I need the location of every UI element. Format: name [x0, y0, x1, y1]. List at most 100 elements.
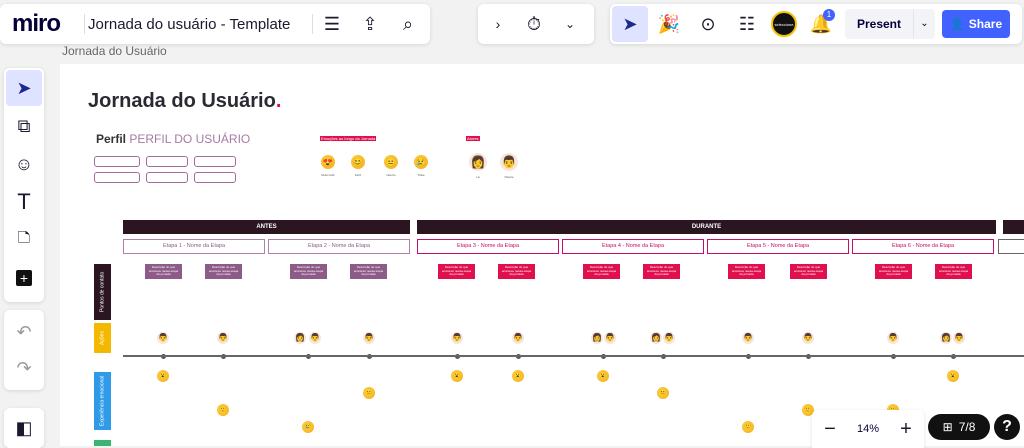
actor-avatar: 👨 — [217, 332, 229, 344]
row-label-next — [94, 440, 111, 446]
user-avatar[interactable]: seleccione — [771, 11, 797, 37]
help-button[interactable]: ? — [994, 414, 1020, 440]
emotion-point: 🙂 — [742, 421, 754, 433]
emotion-point: 😮 — [451, 370, 463, 382]
timeline-line — [123, 355, 1024, 357]
bell-icon[interactable]: 🔔 1 — [803, 6, 839, 42]
profile-field[interactable] — [194, 156, 236, 167]
top-center-bar: › ⏱ ⌄ — [478, 4, 594, 44]
shapes-tool-icon[interactable]: ⧉ — [17, 115, 31, 136]
emotion-point: 😮 — [597, 370, 609, 382]
profile-heading: Perfil PERFIL DO USUÁRIO — [96, 132, 251, 146]
emotion-label: Triste — [417, 173, 425, 177]
row-label: Pontos de contato — [94, 264, 111, 320]
profile-field[interactable] — [94, 172, 140, 183]
touchpoint-card[interactable]: Descrição do que acontece nessa etapa da… — [438, 264, 475, 279]
stage-box[interactable]: Etapa 1 - Nome da Etapa — [123, 239, 265, 254]
touchpoint-card[interactable]: Descrição do que acontece nessa etapa da… — [205, 264, 242, 279]
row-label: Ações — [94, 323, 111, 353]
phase-header: DURANTE — [417, 220, 996, 234]
celebrate-icon[interactable]: 🎉 — [657, 13, 681, 34]
zoom-level[interactable]: 14% — [856, 423, 880, 435]
left-toolbar: ➤ ⧉ ☺ T 🗅 + — [4, 68, 44, 302]
actor-avatar: 👨 — [309, 332, 321, 344]
sticker-tool-icon[interactable]: ☺ — [14, 153, 34, 174]
touchpoint-card[interactable]: Descrição do que acontece nessa etapa da… — [790, 264, 827, 279]
timer-icon[interactable]: ⏱ — [526, 13, 542, 34]
cursor-select-icon[interactable]: ➤ — [612, 6, 648, 42]
phase-header: ANTES — [123, 220, 410, 234]
emotions-header: Emoções ao longo da Jornada — [320, 136, 377, 141]
zoom-out-button[interactable]: − — [824, 417, 836, 440]
touchpoint-card[interactable]: Descrição do que acontece nessa etapa da… — [290, 264, 327, 279]
stage-box[interactable]: Etapa 3 - Nome da Etapa — [417, 239, 559, 254]
touchpoint-card[interactable]: Descrição do que acontece nessa etapa da… — [498, 264, 535, 279]
comment-icon[interactable]: ☷ — [738, 13, 756, 34]
actor-avatar: 👨 — [512, 332, 524, 344]
text-tool-icon[interactable]: T — [17, 189, 31, 214]
sidebar-panel-icon: ◧ — [15, 417, 33, 438]
page-title: Jornada do Usuário. — [88, 90, 282, 112]
emotion-point: 🙂 — [217, 404, 229, 416]
touchpoint-card[interactable]: Descrição do que acontece nessa etapa da… — [583, 264, 620, 279]
upload-icon[interactable]: ⇪ — [362, 13, 378, 34]
redo-icon[interactable]: ↷ — [16, 357, 32, 378]
row-label: Experiência emocional — [94, 372, 111, 430]
frames-icon: ⊞ — [942, 420, 953, 434]
focus-icon[interactable]: ⊙ — [700, 13, 716, 34]
emotion-icon: 😊 — [351, 155, 365, 169]
actor-avatar: 👨 — [742, 332, 754, 344]
touchpoint-card[interactable]: Descrição do que acontece nessa etapa da… — [935, 264, 972, 279]
present-button[interactable]: Present — [845, 9, 913, 39]
board-title[interactable]: Jornada do usuário - Template — [88, 15, 291, 33]
actor-avatar: 👩 — [469, 153, 487, 171]
menu-icon[interactable]: ☰ — [323, 13, 341, 34]
emotion-icon: 😍 — [321, 155, 335, 169]
top-right-bar: ➤ 🎉 ⊙ ☷ seleccione 🔔 1 Present ⌄ 👤 Share — [610, 4, 1022, 44]
profile-field[interactable] — [194, 172, 236, 183]
emotion-point: 🙂 — [802, 404, 814, 416]
actor-avatar: 👨 — [887, 332, 899, 344]
touchpoint-card[interactable]: Descrição do que acontece nessa etapa da… — [643, 264, 680, 279]
chevron-right-icon[interactable]: › — [495, 16, 501, 32]
search-icon[interactable]: ⌕ — [402, 13, 414, 34]
zoom-in-button[interactable]: + — [900, 417, 912, 440]
stage-box[interactable]: Etapa 6 - Nome da Etapa — [852, 239, 994, 254]
top-left-bar: miro Jornada do usuário - Template ☰ ⇪ ⌕ — [0, 4, 430, 44]
touchpoint-card[interactable]: Descrição do que acontece nessa etapa da… — [728, 264, 765, 279]
touchpoint-card[interactable]: Descrição do que acontece nessa etapa da… — [875, 264, 912, 279]
touchpoint-card[interactable]: Descrição do que acontece nessa etapa da… — [350, 264, 387, 279]
emotion-label: Neutro — [386, 173, 396, 177]
emotion-point: 😮 — [512, 370, 524, 382]
actor-avatar: 👩 — [591, 332, 603, 344]
present-dropdown[interactable]: ⌄ — [913, 9, 935, 39]
stage-box[interactable]: Etapa 4 - Nome da Etapa — [562, 239, 704, 254]
stage-box[interactable] — [998, 239, 1024, 254]
add-more-icon[interactable]: + — [6, 260, 42, 296]
canvas[interactable] — [60, 64, 1024, 446]
emotion-label: Feliz — [354, 173, 362, 177]
actor-avatar: 👩 — [940, 332, 952, 344]
profile-field[interactable] — [94, 156, 140, 167]
chevrons-down-icon[interactable]: ⌄ — [564, 17, 576, 31]
profile-field[interactable] — [146, 172, 188, 183]
profile-field[interactable] — [146, 156, 188, 167]
touchpoint-card[interactable]: Descrição do que acontece nessa etapa da… — [145, 264, 182, 279]
panel-toggle[interactable]: ◧ — [4, 408, 44, 448]
select-tool-icon[interactable]: ➤ — [6, 70, 42, 106]
emotion-point: 😐 — [363, 387, 375, 399]
actors-header: Atores — [466, 136, 480, 141]
sticky-note-tool-icon[interactable]: 🗅 — [17, 227, 31, 247]
frames-button[interactable]: ⊞ 7/8 — [928, 414, 990, 440]
divider — [312, 14, 313, 34]
miro-logo[interactable]: miro — [12, 10, 61, 37]
actor-avatar: 👨 — [663, 332, 675, 344]
emotion-point: 😐 — [657, 387, 669, 399]
stage-box[interactable]: Etapa 2 - Nome da Etapa — [268, 239, 410, 254]
emotion-icon: 😢 — [414, 155, 428, 169]
share-button[interactable]: 👤 Share — [942, 10, 1010, 38]
stage-box[interactable]: Etapa 5 - Nome da Etapa — [707, 239, 849, 254]
undo-icon[interactable]: ↶ — [16, 321, 32, 342]
undo-redo-bar: ↶ ↷ — [4, 310, 44, 390]
actor-avatar: 👨 — [802, 332, 814, 344]
